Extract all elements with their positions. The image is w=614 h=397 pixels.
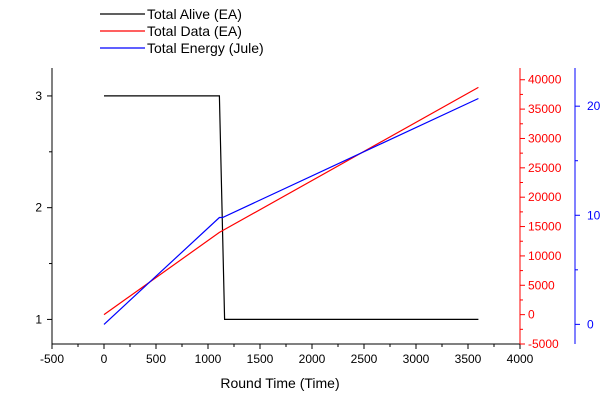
legend-label-1: Total Alive (EA) [147,6,242,22]
blue-tick-label: 20 [587,99,601,113]
red-tick-label: 20000 [528,190,562,204]
red-tick-label: 10000 [528,249,562,263]
left-tick-label: 2 [35,201,42,215]
x-axis-label: Round Time (Time) [220,375,339,391]
red-tick-label: 15000 [528,220,562,234]
legend: Total Alive (EA)Total Data (EA)Total Ene… [100,6,264,56]
axes: -500 0 500 1000 1500 2000 2500 3000 3500 4000123-… [35,68,601,366]
left-tick-label: 1 [35,312,42,326]
series-line-1 [104,95,479,320]
red-tick-label: -5000 [528,337,559,351]
red-tick-label: 30000 [528,131,562,145]
x-tick-label: 1000 [195,352,222,366]
red-tick-label: 40000 [528,73,562,87]
x-tick-label: 0 [101,352,108,366]
red-tick-label: 5000 [528,278,555,292]
x-tick-label: 1500 [247,352,274,366]
x-tick-label: -500 [40,352,64,366]
x-tick-label: 3500 [455,352,482,366]
series-line-2 [103,86,479,316]
blue-tick-label: 10 [587,208,601,222]
series-line-3 [103,97,479,325]
legend-label-3: Total Energy (Jule) [147,40,264,56]
red-tick-label: 35000 [528,102,562,116]
x-tick-label: 2500 [351,352,378,366]
red-tick-label: 25000 [528,161,562,175]
left-tick-label: 3 [35,89,42,103]
plot-area [103,86,479,325]
x-tick-label: 3000 [403,352,430,366]
x-tick-label: 2000 [299,352,326,366]
blue-tick-label: 0 [587,317,594,331]
legend-label-2: Total Data (EA) [147,23,242,39]
red-tick-label: 0 [528,308,535,322]
x-tick-label: 500 [146,352,166,366]
x-tick-label: 4000 [507,352,534,366]
